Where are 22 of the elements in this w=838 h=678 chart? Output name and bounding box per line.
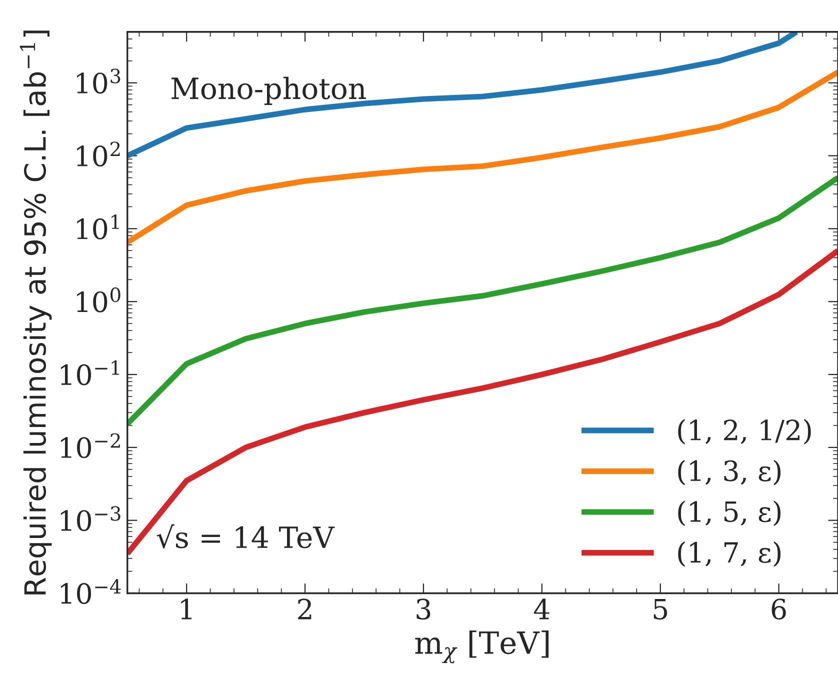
x-tick-label: 4 bbox=[534, 598, 550, 620]
y-tick-label: 10$^{1}$ bbox=[77, 214, 119, 240]
y-tick-label: 10$^{0}$ bbox=[77, 287, 120, 312]
x-tick-label: 5 bbox=[654, 598, 668, 620]
annotation: Mono-photon bbox=[171, 76, 366, 106]
x-tick-label: 1 bbox=[181, 598, 192, 620]
annotation: √s = 14 TeV bbox=[156, 524, 335, 548]
x-tick-label: 3 bbox=[416, 598, 430, 620]
x-tick-label: 6 bbox=[772, 598, 786, 620]
legend-label: (1, 2, 1/2) bbox=[678, 419, 811, 444]
legend-label: (1, 5, ε) bbox=[678, 500, 780, 526]
y-tick-label: 10$^{−4}$ bbox=[60, 579, 121, 604]
x-axis-title: m$_{χ}$ [TeV] bbox=[415, 630, 549, 664]
y-axis-title: Required luminosity at 95% C.L. [ab$^{−1}$] bbox=[20, 30, 52, 594]
legend-label: (1, 7, ε) bbox=[678, 541, 780, 567]
y-tick-label: 10$^{2}$ bbox=[77, 142, 120, 166]
x-tick-label: 2 bbox=[298, 598, 312, 620]
y-tick-label: 10$^{3}$ bbox=[77, 68, 120, 94]
y-tick-label: 10$^{−3}$ bbox=[60, 506, 120, 532]
y-tick-label: 10$^{−2}$ bbox=[60, 433, 120, 458]
legend-label: (1, 3, ε) bbox=[678, 460, 780, 486]
y-tick-label: 10$^{−1}$ bbox=[60, 360, 120, 386]
